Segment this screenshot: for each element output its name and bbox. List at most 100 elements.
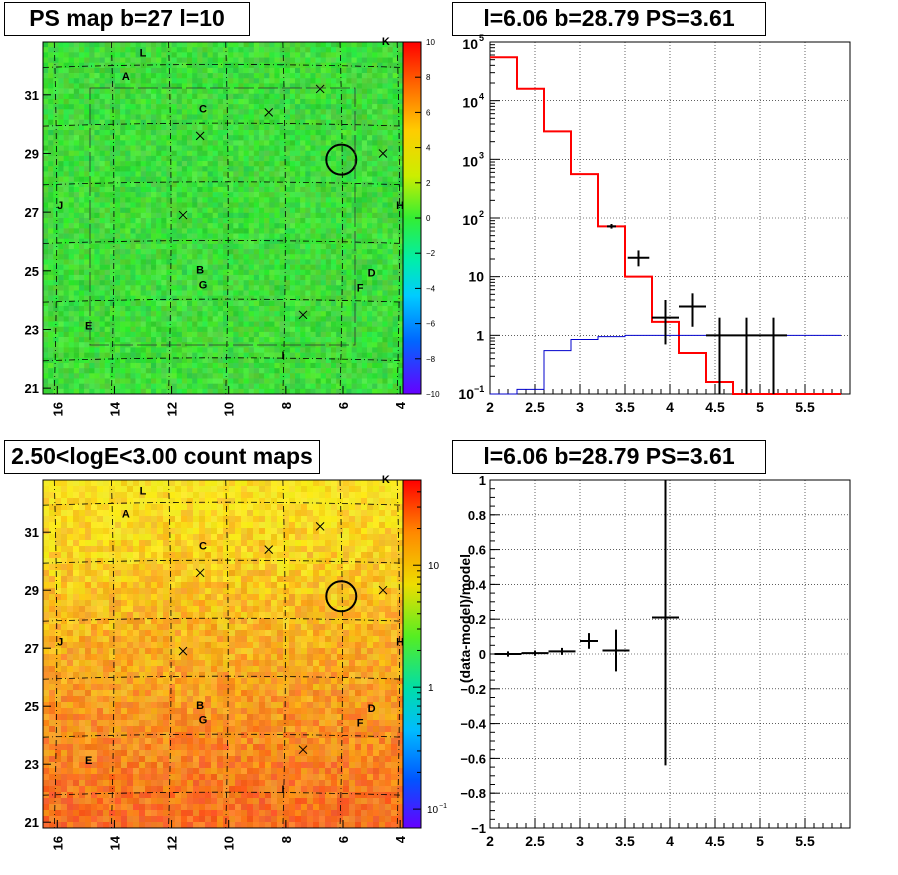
ps_map-xtick-label: 8 [279, 402, 294, 409]
residual-xtick-label: 5 [756, 833, 764, 849]
spectrum-ytick-exponent: 2 [479, 209, 484, 219]
residual-ytick-label: −0.4 [460, 717, 486, 732]
residual-ytick-label: 1 [479, 473, 486, 488]
spectrum-xtick-label: 3 [576, 399, 584, 415]
count_map-grid [42, 479, 404, 829]
count_map-grid-b-22 [42, 791, 404, 796]
residual-data-point [652, 480, 679, 766]
count_map-region-label: L [140, 486, 147, 498]
count-map-colorbar-label: 1 [428, 683, 434, 694]
spectrum-data-point [652, 300, 679, 345]
residual-data-point [580, 633, 598, 649]
ps-map-colorbar-label: −6 [426, 320, 436, 329]
count-map-colorbar-exponent: −1 [439, 803, 447, 810]
spectrum-ytick-label: 10 [458, 386, 474, 402]
count_map-xtick-label: 16 [50, 836, 65, 850]
spectrum-title: l=6.06 b=28.79 PS=3.61 [452, 2, 766, 36]
spectrum-data-point [760, 317, 787, 394]
ps-map-colorbar-label: 4 [426, 144, 431, 153]
count_map-grid-l-10 [225, 479, 229, 829]
count_map-xtick-label: 4 [393, 835, 408, 843]
count_map-region-label: F [357, 718, 364, 730]
ps_map-ytick-label: 27 [25, 205, 39, 220]
ps-map-contour [89, 87, 356, 346]
count_map-pixels [43, 480, 404, 829]
ps_map-region-label: F [357, 282, 364, 294]
count_map-ytick-label: 21 [25, 815, 39, 830]
spectrum-data-point [733, 317, 760, 394]
ps_map-region-label: D [368, 268, 376, 280]
ps_map-marker [178, 210, 188, 220]
residual-ytick-label: 0 [479, 647, 486, 662]
count_map-grid-b-24 [42, 733, 404, 738]
ps-map-colorbar-label: −10 [426, 390, 440, 399]
residual-xtick-label: 2 [486, 833, 494, 849]
spectrum-xtick-label: 2.5 [525, 399, 545, 415]
count-map-title: 2.50<logE<3.00 count maps [4, 440, 320, 474]
residual-title: l=6.06 b=28.79 PS=3.61 [452, 440, 766, 474]
count_map-xtick-label: 10 [222, 836, 237, 850]
count_map-region-label: G [199, 715, 208, 727]
count_map-region-label: E [85, 755, 92, 767]
count_map-xtick-label: 6 [336, 836, 351, 843]
ps-map-colorbar-label: −4 [426, 284, 436, 293]
count_map-marker [298, 745, 308, 755]
spectrum-ytick-exponent: 5 [479, 33, 484, 43]
count_map-ytick-label: 23 [25, 757, 39, 772]
residual-xtick-label: 2.5 [525, 833, 545, 849]
residual-ytick-label: −0.6 [460, 751, 486, 766]
residual-data-point [548, 647, 576, 655]
residual-data-point [521, 650, 549, 656]
ps_map-grid-b-28 [42, 181, 404, 186]
ps_map-region-label: G [199, 279, 208, 291]
ps-map-colorbar-label: 0 [426, 214, 431, 223]
count_map-grid-l-14 [111, 479, 115, 829]
count_map-marker [315, 522, 325, 531]
ps-map-colorbar-label: 2 [426, 179, 431, 188]
ps_map-marker [195, 131, 205, 141]
ps_map-marker [315, 84, 325, 94]
spectrum-xtick-label: 5.5 [795, 399, 815, 415]
spectrum-data-point [706, 317, 733, 394]
spectrum-ytick-exponent: 3 [479, 150, 484, 160]
ps-map-colorbar-label: 10 [426, 38, 435, 47]
count_map-ytick-label: 25 [25, 699, 39, 714]
count_map-marker [195, 568, 205, 578]
count_map-region-label: J [57, 636, 63, 648]
residual-xtick-label: 4.5 [705, 833, 725, 849]
count_map-grid-l-8 [282, 479, 286, 829]
ps_map-region-label: A [122, 71, 130, 83]
residual-data-point [602, 629, 630, 672]
ps_map-region-label: H [396, 200, 404, 212]
residual-ytick-label: 0.2 [468, 612, 486, 627]
count_map-grid-l-4 [396, 479, 401, 829]
ps_map-xtick-label: 14 [107, 401, 122, 416]
residual-ytick-label: −0.2 [460, 682, 486, 697]
ps_map-marker [298, 310, 308, 320]
count-map-colorbar-bar [402, 479, 422, 829]
count_map-xtick-label: 14 [107, 835, 122, 850]
spectrum-ytick-label: 10 [462, 212, 478, 228]
spectrum-xtick-label: 2 [486, 399, 494, 415]
residual-xtick-label: 3.5 [615, 833, 635, 849]
residual-xtick-label: 3 [576, 833, 584, 849]
spectrum-data-point [607, 224, 616, 229]
spectrum-ytick-label: 10 [462, 95, 478, 111]
count_map-grid-b-26 [42, 675, 404, 680]
count_map-grid-b-30 [42, 559, 404, 564]
ps_map-ps-circle [325, 143, 358, 176]
count_map-region-label: H [396, 636, 404, 648]
residual-panel: 2 2.5 3 3.5 4 4.5 5 5.5 1 0.8 0.6 0.4 0.2 0 −0.2 −0.4 −0… [457, 473, 851, 849]
ps_map-panel: 16 14 12 10 8 6 4 31 29 27 25 23 21 L K A C J H BG DF E I [25, 36, 409, 417]
count-map-colorbar-label: 10 [427, 805, 439, 816]
ps_map-grid-b-26 [42, 240, 404, 244]
spectrum-xtick-label: 4 [666, 399, 674, 415]
ps_map-ytick-label: 29 [25, 146, 39, 161]
count_map-region-label: D [368, 703, 376, 715]
spectrum-xtick-label: 4.5 [705, 399, 725, 415]
count_map-region-label: I [281, 784, 284, 796]
ps_map-pixels [43, 42, 404, 395]
count_map-grid-b-32 [42, 501, 404, 506]
